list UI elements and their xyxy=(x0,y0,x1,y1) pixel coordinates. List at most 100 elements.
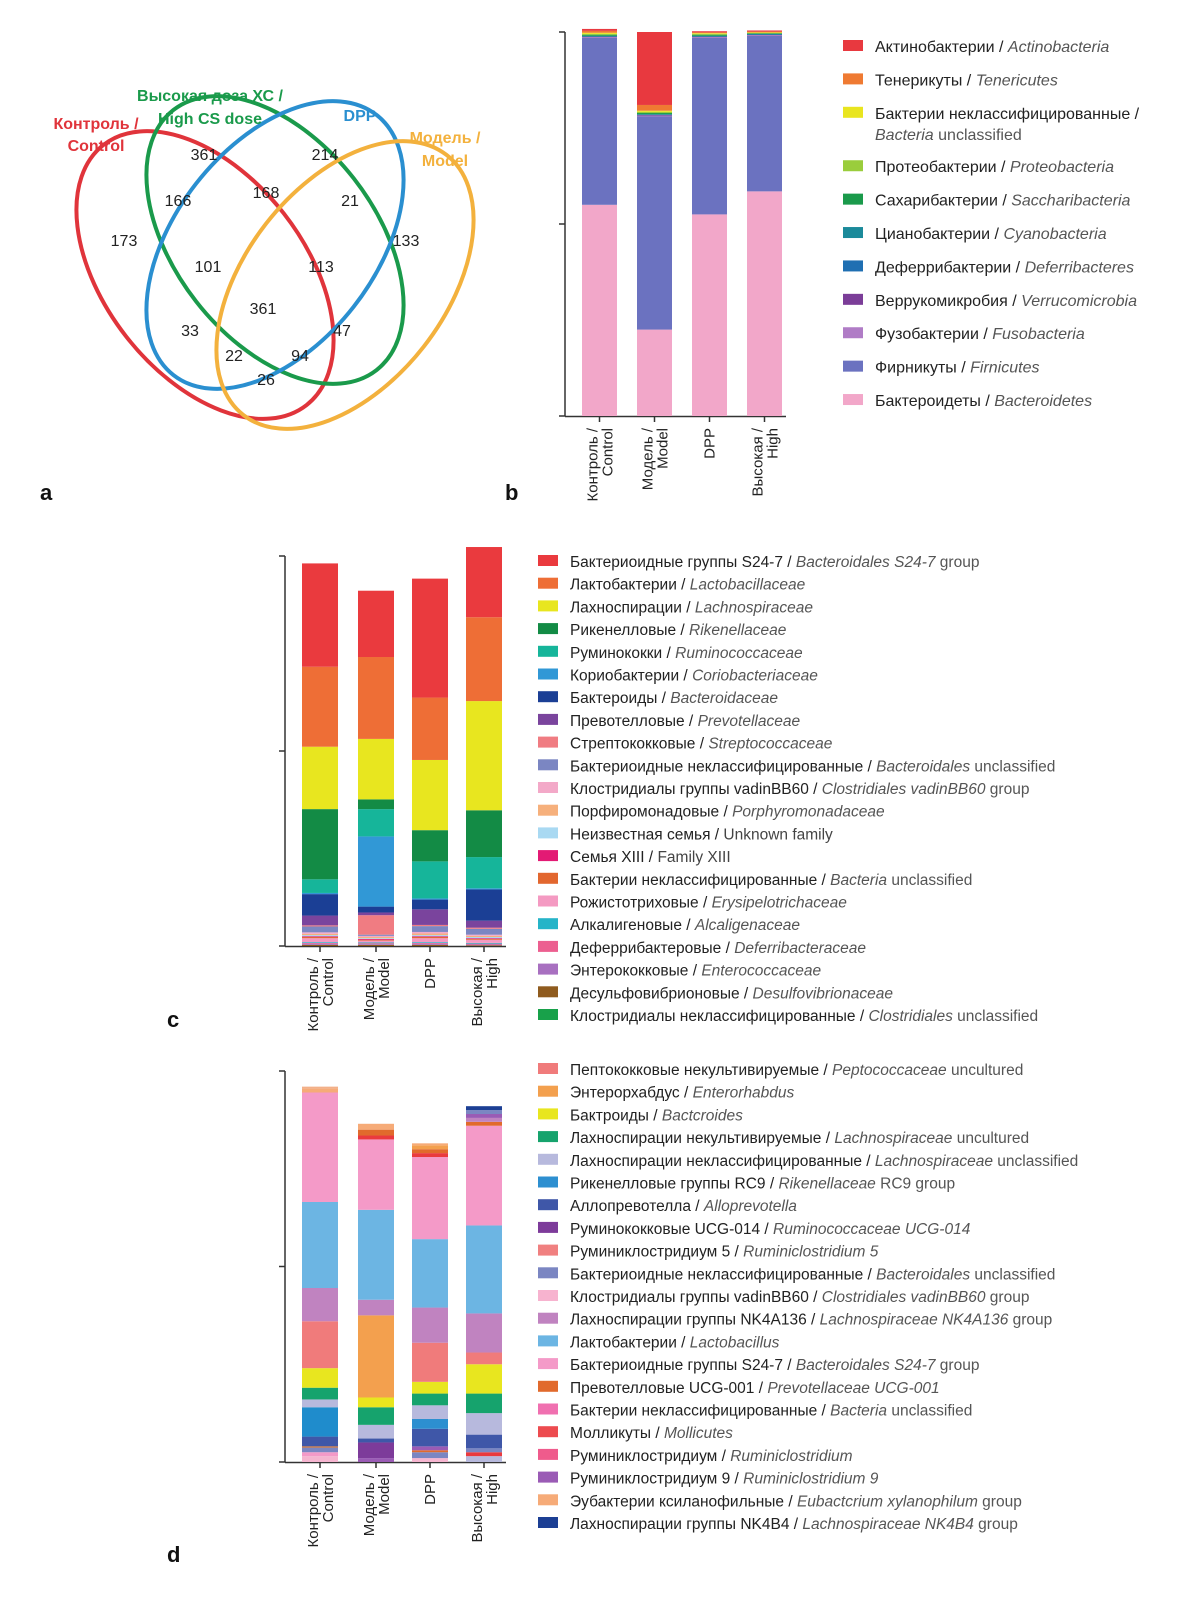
bar-segment xyxy=(466,928,502,935)
legend-label-en-suffix: unclassified xyxy=(887,872,972,889)
bar-segment xyxy=(466,1393,502,1414)
bar-segment xyxy=(302,746,338,810)
x-tick-label-line: Контроль / xyxy=(585,427,602,501)
bar-segment xyxy=(358,657,394,739)
bar-segment xyxy=(466,938,502,940)
legend-label-ru: Руминококковые UCG-014 / xyxy=(570,1221,773,1238)
venn-set-dpp xyxy=(144,99,406,391)
legend-swatch xyxy=(538,1494,558,1506)
bar-segment xyxy=(302,1399,338,1408)
bar-segment xyxy=(412,1446,448,1451)
legend-label-ru: Клостридиалы группы vadinBB60 / xyxy=(570,781,822,798)
bar-segment xyxy=(302,942,338,944)
bar-segment xyxy=(302,932,338,934)
bar-segment xyxy=(412,1418,448,1429)
bar-segment xyxy=(637,111,672,114)
bar-segment xyxy=(466,1313,502,1353)
x-tick-label-line: Model xyxy=(376,1474,393,1515)
legend-label-ru: Эубактерии ксиланофильные / xyxy=(570,1493,797,1510)
legend-label-ru: Лахноспирации некультивируемые / xyxy=(570,1130,834,1147)
legend-label-ru: Деферрибактерии / xyxy=(875,259,1025,276)
bar-segment xyxy=(412,924,448,927)
bar-segment xyxy=(358,942,394,944)
bar-segment xyxy=(302,563,338,667)
legend-label-en-suffix: group xyxy=(986,781,1030,798)
legend-label: Бактерии неклассифицированные / Bacteria… xyxy=(570,872,972,889)
legend-label-ru: Лактобактерии / xyxy=(570,577,690,594)
bar-segment xyxy=(412,926,448,932)
bar-segment xyxy=(358,937,394,939)
panel-label-b: b xyxy=(505,480,518,505)
legend-swatch xyxy=(538,1448,558,1460)
legend-label-en: Actinobacteria xyxy=(1007,39,1109,56)
legend-swatch xyxy=(538,804,558,816)
bar-segment xyxy=(466,935,502,938)
bar-segment xyxy=(466,937,502,939)
legend-label-ru: Превотелловые UCG-001 / xyxy=(570,1380,767,1397)
legend-swatch xyxy=(843,327,863,339)
bar-segment xyxy=(358,1139,394,1210)
legend-label-en: Lachnospiraceae NK4B4 xyxy=(802,1516,974,1533)
legend-label: Клостридиалы группы vadinBB60 / Clostrid… xyxy=(570,1289,1029,1306)
legend-label-en: Coriobacteriaceae xyxy=(692,668,818,685)
legend-label-ru: Клостридиалы группы vadinBB60 / xyxy=(570,1289,822,1306)
legend-label-ru: Неизвестная семья / xyxy=(570,826,723,843)
bar-segment xyxy=(582,30,617,33)
legend-swatch xyxy=(538,1358,558,1370)
legend-swatch xyxy=(538,1380,558,1392)
legend-label-ru: Бактериоидные неклассифицированные / xyxy=(570,758,876,775)
bar-segment xyxy=(302,926,338,933)
bar-segment xyxy=(466,888,502,890)
legend-label-en: Erysipelotrichaceae xyxy=(712,895,848,912)
bar-segment xyxy=(412,1145,448,1150)
bar-segment xyxy=(466,938,502,939)
legend-label-en: Ruminiclostridium 9 xyxy=(743,1471,879,1488)
bar-segment xyxy=(412,909,448,925)
legend-label-ru: Бактерии неклассифицированные / xyxy=(570,872,830,889)
legend-swatch xyxy=(538,600,558,612)
venn-count: 361 xyxy=(191,147,218,164)
legend-label-en: Firnicutes xyxy=(970,360,1039,377)
venn-count: 101 xyxy=(195,259,222,276)
x-tick-label-line: Модель / xyxy=(640,427,657,490)
legend-label: Руминиклостридиум 5 / Ruminiclostridium … xyxy=(570,1244,879,1261)
legend-swatch xyxy=(538,782,558,793)
legend-label-en: Lachnospiraceae xyxy=(834,1130,952,1147)
bar-segment xyxy=(466,1364,502,1394)
bar-segment xyxy=(358,915,394,935)
legend-label-en: Prevotellaceae UCG-001 xyxy=(767,1380,939,1397)
bar-segment xyxy=(412,936,448,938)
legend-swatch xyxy=(538,827,558,839)
venn-set-control xyxy=(74,129,336,421)
x-tick-label: Модель /Model xyxy=(640,427,672,490)
bar-segment xyxy=(466,1456,502,1462)
bar-segment xyxy=(358,1424,394,1439)
legend-label-en: Streptococcaceae xyxy=(708,736,832,753)
legend-label-en-suffix: unclassified xyxy=(953,1008,1038,1025)
legend-label-ru: Аллопревотелла / xyxy=(570,1198,704,1215)
bar-segment xyxy=(302,1088,338,1093)
legend-label: Энтерорхабдус / Enterorhabdus xyxy=(570,1085,795,1102)
legend-label-ru: Веррукомикробия / xyxy=(875,293,1021,310)
bar-segment xyxy=(302,892,338,895)
legend-label-en-suffix: RC9 group xyxy=(876,1176,955,1193)
bar-segment xyxy=(412,898,448,900)
bar-segment xyxy=(582,34,617,36)
legend-label-ru: Фирникуты / xyxy=(875,360,970,377)
legend-label: Лахноспирации неклассифицированные / Lac… xyxy=(570,1153,1078,1170)
legend-swatch xyxy=(538,1108,558,1120)
x-tick-label: DPP xyxy=(422,958,439,989)
bar-segment xyxy=(466,920,502,928)
legend-swatch xyxy=(538,872,558,884)
legend-swatch xyxy=(538,1312,558,1324)
legend-label-en: Lactobacillaceae xyxy=(690,577,806,594)
bar-segment xyxy=(412,1450,448,1453)
legend-label-en: Bacteria xyxy=(830,872,887,889)
legend-label: Бактерии неклассифицированные / Bacteria… xyxy=(875,106,1144,144)
bar-segment xyxy=(747,30,782,32)
bar-segment xyxy=(747,34,782,36)
legend-label-en: Mollicutes xyxy=(664,1425,733,1442)
bar-segment xyxy=(747,33,782,35)
legend-swatch xyxy=(538,1471,558,1483)
bar-segment xyxy=(466,1413,502,1435)
